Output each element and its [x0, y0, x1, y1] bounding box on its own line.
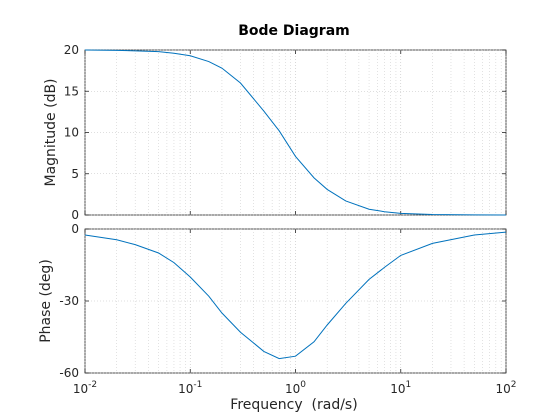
- magnitude-y-label: Magnitude (dB): [43, 78, 59, 186]
- y-tick-label: 5: [71, 167, 79, 181]
- y-tick-label: 20: [64, 43, 79, 57]
- y-tick-label: -30: [59, 294, 79, 308]
- magnitude-y-ticks: 0 5 10 15 20: [64, 43, 79, 222]
- y-tick-label: -60: [59, 366, 79, 380]
- y-tick-label: 0: [71, 222, 79, 236]
- y-tick-label: 0: [71, 208, 79, 222]
- phase-y-label: Phase (deg): [38, 259, 54, 343]
- magnitude-curve: [84, 49, 507, 216]
- phase-curve: [84, 231, 507, 360]
- frequency-x-ticks: 10-2 10-1 100 101 102: [73, 380, 517, 396]
- phase-y-ticks: -60 -30 0: [59, 222, 79, 380]
- y-tick-label: 10: [64, 126, 79, 140]
- x-tick-label: 10-1: [178, 380, 202, 396]
- y-tick-label: 15: [64, 84, 79, 98]
- frequency-x-label: Frequency (rad/s): [230, 397, 357, 413]
- x-tick-label: 102: [495, 380, 516, 396]
- phase-panel: -60 -30 0 Phase (deg): [38, 222, 507, 380]
- magnitude-panel: 0 5 10 15 20 Magnitude (dB): [43, 43, 507, 222]
- chart-title: Bode Diagram: [238, 23, 350, 39]
- x-tick-label: 100: [285, 380, 306, 396]
- x-tick-label: 10-2: [73, 380, 97, 396]
- magnitude-grid: [84, 49, 507, 216]
- x-tick-label: 101: [390, 380, 411, 396]
